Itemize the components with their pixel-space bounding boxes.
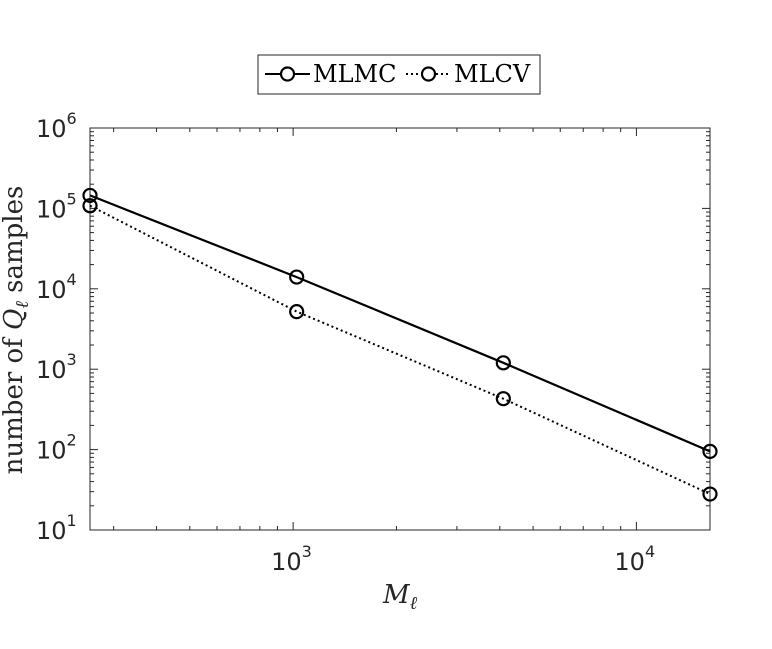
y-tick-label: 102 (36, 431, 77, 465)
series-line-mlcv (89, 204, 711, 495)
data-point-mlmc (702, 443, 718, 459)
legend-label-mlcv: MLCV (454, 60, 531, 88)
data-point-mlcv (702, 486, 718, 502)
data-point-mlmc (82, 187, 98, 204)
y-tick-labels: 101 102 103 104 105 106 (36, 109, 77, 545)
y-tick-label: 101 (36, 511, 77, 545)
legend-label-mlmc: MLMC (313, 60, 396, 88)
y-tick-label: 106 (36, 109, 77, 143)
x-tick-labels: 103 104 (271, 542, 655, 576)
legend-marker-mlmc (279, 66, 296, 82)
data-point-mlcv (82, 198, 98, 214)
legend-marker-mlcv (420, 66, 437, 82)
data-point-mlmc (495, 355, 511, 371)
x-tick-label: 103 (271, 542, 312, 576)
y-tick-label: 105 (36, 189, 77, 223)
data-point-mlmc (289, 269, 305, 285)
y-axis-label: number of Qℓ samples (0, 186, 33, 475)
x-axis-label: Mℓ (382, 580, 418, 614)
plot-area (89, 127, 711, 531)
x-tick-label: 104 (614, 542, 655, 576)
y-tick-label: 104 (36, 270, 77, 304)
legend: MLMC MLCV (257, 54, 541, 95)
y-tick-label: 103 (36, 350, 77, 384)
series-line-mlmc (89, 194, 711, 453)
series-layer (82, 187, 718, 502)
minor-ticks (90, 128, 710, 530)
data-point-mlcv (495, 391, 511, 407)
data-point-mlcv (289, 304, 305, 320)
